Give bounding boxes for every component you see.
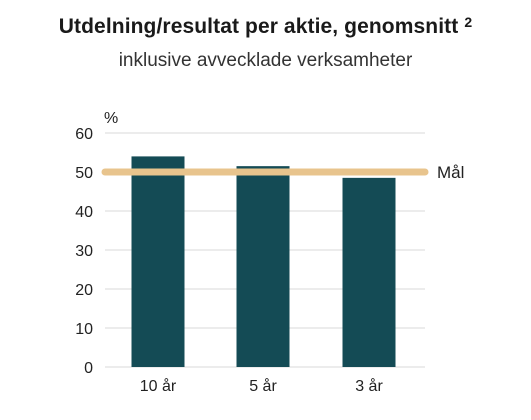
x-tick-label-1: 10 år (140, 377, 177, 395)
x-tick-label-2: 5 år (249, 377, 277, 395)
chart-subtitle: inklusive avvecklade verksamheter (118, 50, 413, 71)
target-label: Mål (437, 163, 464, 182)
y-axis-unit-label: % (104, 110, 118, 127)
y-tick-label-10: 10 (75, 321, 93, 338)
title-footnote: 2 (464, 14, 473, 30)
chart-title: Utdelning/resultat per aktie, genomsnitt… (0, 14, 531, 39)
y-tick-label-30: 30 (75, 243, 93, 260)
bar-1 (131, 156, 185, 367)
bar-2 (236, 166, 290, 367)
y-tick-label-20: 20 (75, 282, 93, 299)
bar-3 (342, 177, 396, 367)
y-tick-label-0: 0 (84, 360, 93, 377)
y-tick-label-40: 40 (75, 204, 93, 221)
y-tick-label-60: 60 (75, 126, 93, 143)
x-tick-label-3: 3 år (355, 377, 383, 395)
y-tick-label-50: 50 (75, 165, 93, 182)
chart-title-text: Utdelning/resultat per aktie, genomsnitt (58, 15, 459, 38)
